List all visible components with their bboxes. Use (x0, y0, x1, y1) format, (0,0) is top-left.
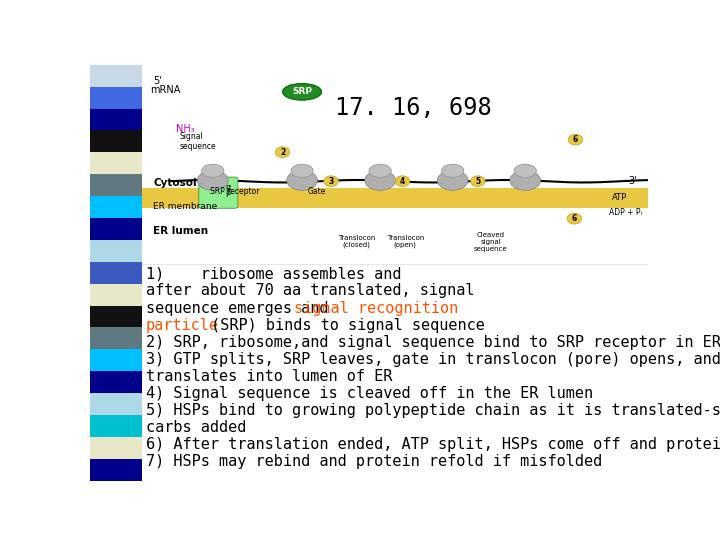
Ellipse shape (291, 164, 313, 178)
Text: 4: 4 (400, 177, 405, 186)
Ellipse shape (441, 164, 464, 178)
Circle shape (275, 147, 289, 158)
FancyBboxPatch shape (199, 177, 238, 208)
Text: translates into lumen of ER: translates into lumen of ER (145, 369, 392, 384)
Text: after about 70 aa translated, signal: after about 70 aa translated, signal (145, 284, 474, 299)
Text: Translocon
(closed): Translocon (closed) (338, 235, 375, 248)
Text: 3: 3 (328, 177, 333, 186)
Circle shape (568, 134, 582, 145)
Circle shape (567, 213, 582, 224)
FancyBboxPatch shape (90, 458, 142, 481)
Text: 1)    ribosome assembles and: 1) ribosome assembles and (145, 266, 401, 281)
FancyBboxPatch shape (90, 131, 142, 152)
Text: SRP receptor: SRP receptor (210, 187, 259, 196)
Text: ADP + Pᵢ: ADP + Pᵢ (609, 208, 642, 217)
Text: ATP: ATP (612, 193, 627, 202)
FancyBboxPatch shape (90, 65, 142, 87)
Text: 4) Signal sequence is cleaved off in the ER lumen: 4) Signal sequence is cleaved off in the… (145, 386, 593, 401)
Text: (SRP) binds to signal sequence: (SRP) binds to signal sequence (202, 318, 485, 333)
Text: ER lumen: ER lumen (153, 226, 208, 236)
Ellipse shape (197, 171, 228, 191)
Text: sequence emerges and: sequence emerges and (145, 301, 338, 315)
FancyBboxPatch shape (142, 188, 648, 208)
Text: 3': 3' (629, 176, 637, 186)
FancyBboxPatch shape (90, 262, 142, 284)
FancyBboxPatch shape (90, 152, 142, 174)
Ellipse shape (282, 84, 322, 100)
FancyBboxPatch shape (142, 65, 648, 265)
Text: 6: 6 (572, 214, 577, 223)
FancyBboxPatch shape (90, 196, 142, 218)
Text: 7) HSPs may rebind and protein refold if misfolded: 7) HSPs may rebind and protein refold if… (145, 454, 602, 469)
Circle shape (395, 176, 410, 187)
FancyBboxPatch shape (90, 437, 142, 458)
Text: Gate: Gate (307, 187, 326, 196)
FancyBboxPatch shape (90, 284, 142, 306)
Circle shape (471, 176, 485, 187)
Text: 2: 2 (280, 147, 285, 157)
Text: SRP: SRP (292, 87, 312, 96)
FancyBboxPatch shape (90, 349, 142, 371)
Text: 6) After translation ended, ATP split, HSPs come off and protein folds: 6) After translation ended, ATP split, H… (145, 437, 720, 452)
Ellipse shape (202, 164, 224, 178)
Text: signal recognition: signal recognition (294, 301, 459, 315)
Text: 3) GTP splits, SRP leaves, gate in translocon (pore) opens, and ribosome: 3) GTP splits, SRP leaves, gate in trans… (145, 352, 720, 367)
FancyBboxPatch shape (90, 393, 142, 415)
FancyBboxPatch shape (90, 415, 142, 437)
Text: ER membrane: ER membrane (153, 201, 217, 211)
FancyBboxPatch shape (90, 87, 142, 109)
Text: Cytosol: Cytosol (153, 178, 197, 188)
Text: 5: 5 (475, 177, 480, 186)
Text: carbs added: carbs added (145, 420, 246, 435)
FancyBboxPatch shape (90, 174, 142, 196)
Text: 5': 5' (153, 77, 162, 86)
FancyBboxPatch shape (90, 327, 142, 349)
FancyBboxPatch shape (90, 306, 142, 327)
FancyBboxPatch shape (90, 371, 142, 393)
Ellipse shape (514, 164, 536, 178)
Text: 17. 16, 698: 17. 16, 698 (336, 97, 492, 120)
FancyBboxPatch shape (90, 240, 142, 262)
Ellipse shape (365, 171, 395, 191)
Text: 2) SRP, ribosome,and signal sequence bind to SRP receptor in ER: 2) SRP, ribosome,and signal sequence bin… (145, 335, 720, 349)
FancyBboxPatch shape (90, 109, 142, 131)
Text: mRNA: mRNA (150, 85, 181, 94)
Text: Cleaved
signal
sequence: Cleaved signal sequence (474, 232, 508, 252)
Ellipse shape (369, 164, 392, 178)
FancyBboxPatch shape (90, 218, 142, 240)
Text: 5) HSPs bind to growing polypeptide chain as it is translated-sometimes: 5) HSPs bind to growing polypeptide chai… (145, 403, 720, 418)
Text: 6: 6 (573, 135, 578, 144)
Text: NH₃: NH₃ (176, 124, 195, 134)
Ellipse shape (510, 171, 541, 191)
Text: α: α (225, 184, 231, 192)
Text: β: β (225, 188, 231, 197)
Text: particle: particle (145, 318, 219, 333)
Text: Signal
sequence: Signal sequence (179, 132, 216, 151)
Ellipse shape (437, 171, 468, 191)
Text: Translocon
(open): Translocon (open) (387, 235, 424, 248)
Ellipse shape (287, 171, 318, 191)
Circle shape (324, 176, 338, 187)
